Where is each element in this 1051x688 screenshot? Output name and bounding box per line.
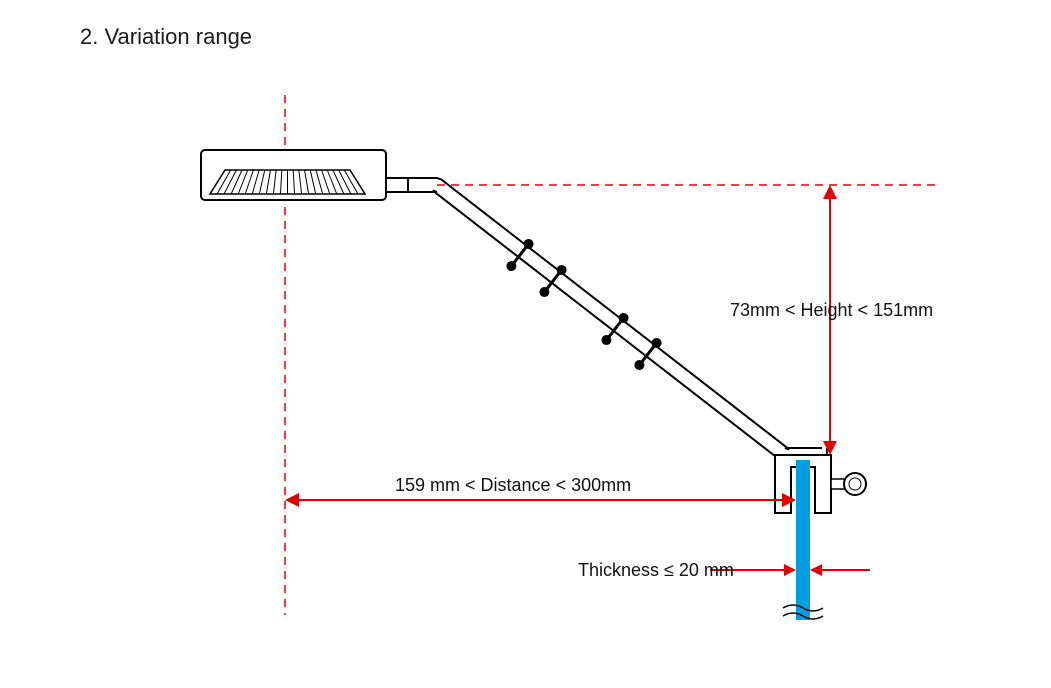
dimension-label-height: 73mm < Height < 151mm [730,300,933,321]
dimension-label-distance: 159 mm < Distance < 300mm [395,475,631,496]
diagram-canvas: 2. Variation range 73mm < Height < 151mm… [0,0,1051,688]
diagram-svg [0,0,1051,688]
dimension-label-thickness: Thickness ≤ 20 mm [578,560,734,581]
